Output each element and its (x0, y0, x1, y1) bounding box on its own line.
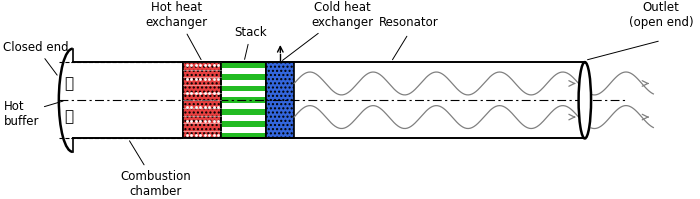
Bar (183, 62, 221, 139)
Bar (221, 62, 267, 68)
Text: Cold heat
exchanger: Cold heat exchanger (283, 1, 374, 60)
Text: 🔥: 🔥 (64, 76, 74, 91)
Text: Closed end: Closed end (4, 41, 69, 75)
Bar (221, 62, 267, 139)
Bar (221, 133, 267, 139)
Bar (221, 121, 267, 127)
Text: 🔥: 🔥 (64, 110, 74, 125)
Bar (267, 62, 294, 139)
Bar (221, 74, 267, 80)
Ellipse shape (579, 62, 591, 139)
Text: Stack: Stack (234, 26, 267, 59)
Text: Combustion
chamber: Combustion chamber (120, 141, 191, 198)
Text: Resonator: Resonator (379, 16, 438, 29)
Bar (221, 97, 267, 103)
Bar (183, 62, 221, 139)
Text: Outlet
(open end): Outlet (open end) (629, 1, 693, 29)
Bar (221, 86, 267, 92)
Text: Hot
buffer: Hot buffer (4, 100, 63, 128)
Text: Hot heat
exchanger: Hot heat exchanger (146, 1, 207, 60)
Bar (221, 62, 267, 139)
Bar (221, 109, 267, 115)
